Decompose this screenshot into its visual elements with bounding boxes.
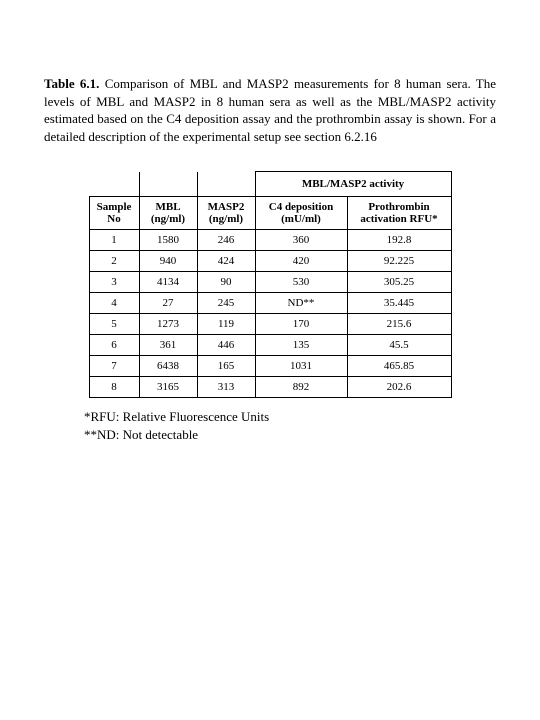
cell-c4: 170 [255, 314, 347, 335]
table-row: 764381651031465.85 [89, 356, 451, 377]
col-sample-header: SampleNo [89, 197, 139, 230]
cell-c4: 420 [255, 251, 347, 272]
spanner-empty [139, 172, 197, 197]
cell-sample: 3 [89, 272, 139, 293]
table-row: 427245ND**35.445 [89, 293, 451, 314]
cell-masp: 165 [197, 356, 255, 377]
table-label: Table 6.1. [44, 76, 99, 91]
cell-mbl: 1580 [139, 230, 197, 251]
table-row: 83165313892202.6 [89, 377, 451, 398]
cell-mbl: 1273 [139, 314, 197, 335]
col-masp-header: MASP2(ng/ml) [197, 197, 255, 230]
footnote-nd: **ND: Not detectable [84, 426, 496, 444]
cell-prot: 215.6 [347, 314, 451, 335]
cell-sample: 4 [89, 293, 139, 314]
cell-prot: 92.225 [347, 251, 451, 272]
cell-masp: 424 [197, 251, 255, 272]
spanner-empty [89, 172, 139, 197]
cell-masp: 446 [197, 335, 255, 356]
data-table: MBL/MASP2 activity SampleNo MBL(ng/ml) M… [89, 171, 452, 398]
cell-prot: 202.6 [347, 377, 451, 398]
cell-sample: 8 [89, 377, 139, 398]
cell-c4: 360 [255, 230, 347, 251]
table-caption-text: Comparison of MBL and MASP2 measurements… [44, 76, 496, 144]
col-mbl-header: MBL(ng/ml) [139, 197, 197, 230]
cell-mbl: 361 [139, 335, 197, 356]
cell-mbl: 940 [139, 251, 197, 272]
cell-masp: 313 [197, 377, 255, 398]
cell-sample: 6 [89, 335, 139, 356]
cell-prot: 465.85 [347, 356, 451, 377]
cell-c4: 892 [255, 377, 347, 398]
table-caption: Table 6.1. Comparison of MBL and MASP2 m… [44, 75, 496, 145]
cell-c4: 135 [255, 335, 347, 356]
cell-mbl: 6438 [139, 356, 197, 377]
cell-sample: 7 [89, 356, 139, 377]
cell-c4: 530 [255, 272, 347, 293]
cell-mbl: 4134 [139, 272, 197, 293]
cell-prot: 35.445 [347, 293, 451, 314]
cell-masp: 245 [197, 293, 255, 314]
cell-prot: 192.8 [347, 230, 451, 251]
cell-c4: 1031 [255, 356, 347, 377]
footnotes: *RFU: Relative Fluorescence Units **ND: … [84, 408, 496, 443]
table-row: 636144613545.5 [89, 335, 451, 356]
cell-sample: 2 [89, 251, 139, 272]
cell-prot: 305.25 [347, 272, 451, 293]
cell-mbl: 3165 [139, 377, 197, 398]
cell-masp: 246 [197, 230, 255, 251]
cell-sample: 1 [89, 230, 139, 251]
cell-c4: ND** [255, 293, 347, 314]
cell-mbl: 27 [139, 293, 197, 314]
spanner-empty [197, 172, 255, 197]
footnote-rfu: *RFU: Relative Fluorescence Units [84, 408, 496, 426]
table-row: 3413490530305.25 [89, 272, 451, 293]
cell-sample: 5 [89, 314, 139, 335]
table-row: 11580246360192.8 [89, 230, 451, 251]
table-row: 294042442092.225 [89, 251, 451, 272]
table-row: 51273119170215.6 [89, 314, 451, 335]
cell-masp: 90 [197, 272, 255, 293]
spanner-header: MBL/MASP2 activity [255, 172, 451, 197]
cell-prot: 45.5 [347, 335, 451, 356]
col-prot-header: Prothrombinactivation RFU* [347, 197, 451, 230]
cell-masp: 119 [197, 314, 255, 335]
col-c4-header: C4 deposition(mU/ml) [255, 197, 347, 230]
